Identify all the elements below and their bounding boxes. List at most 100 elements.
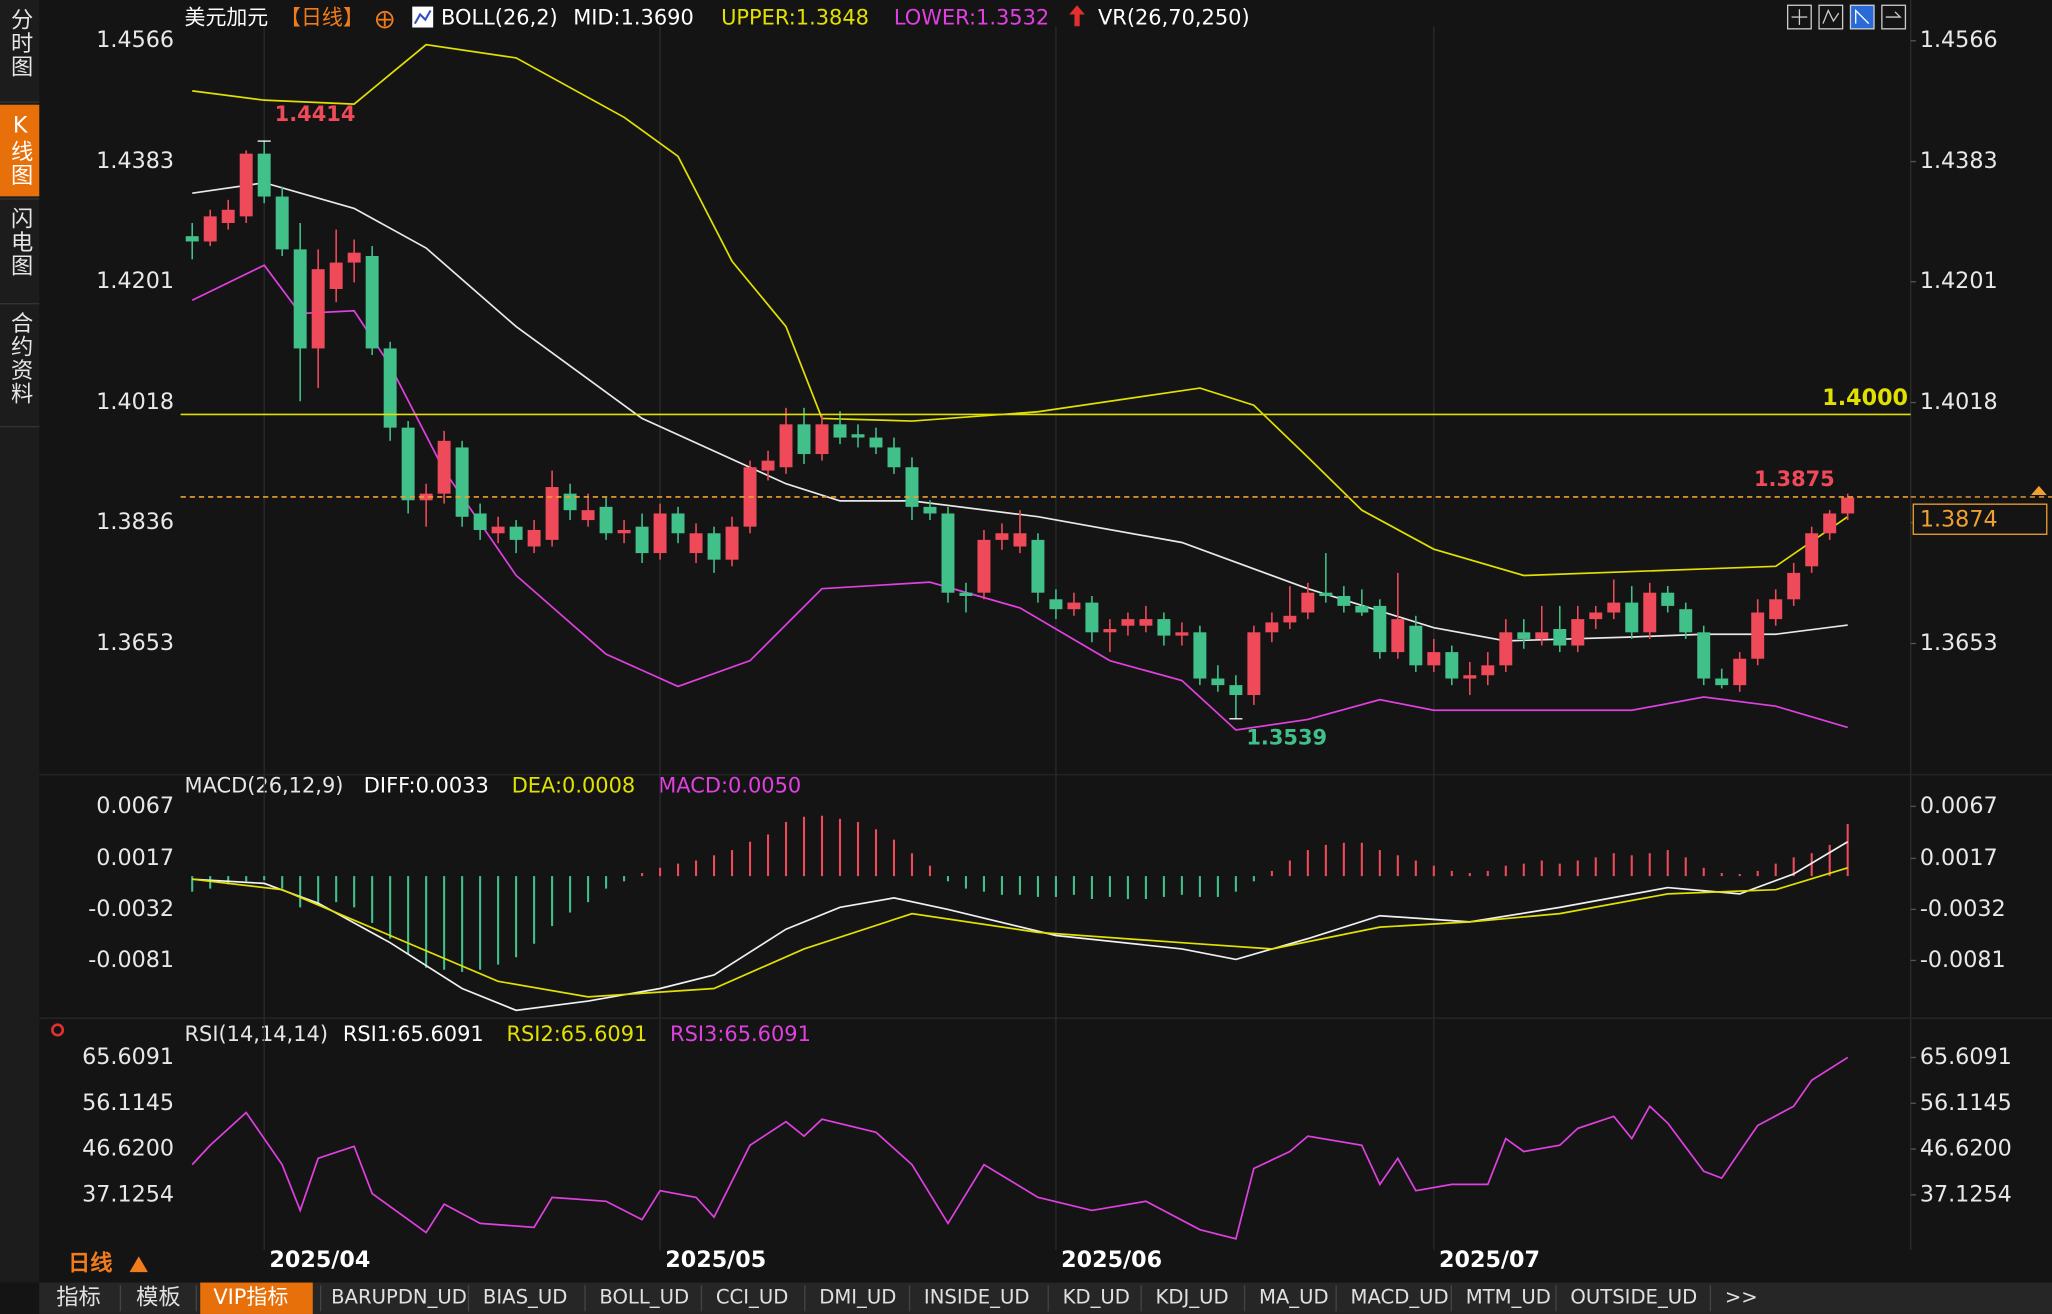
candle-body [905,467,919,507]
candle-body [239,153,253,217]
tab[interactable]: VIP指标 [213,1285,288,1309]
y-tick-label: 0.0017 [1920,845,1998,871]
period-label: 【日线】 [280,5,364,29]
add-icon[interactable] [375,10,394,29]
tool-icon[interactable] [1786,4,1812,30]
tool-icon[interactable] [1881,4,1907,30]
tab[interactable]: >> [1725,1286,1758,1309]
tab[interactable]: MTM_UD [1466,1286,1551,1309]
indicator-line [192,43,1849,577]
legend-entry: RSI1:65.6091 [343,1022,484,1046]
legend-entry: DEA:0.0008 [512,774,636,798]
candle-body [347,252,361,263]
tab[interactable]: MACD_UD [1351,1286,1449,1309]
y-tick-label: 1.4383 [1920,148,1998,174]
tab[interactable]: BARUPDN_UD [331,1286,467,1309]
sidebar-tab[interactable]: 合约资料 [7,311,33,406]
candle-body [635,526,649,554]
tab-active [200,1282,313,1314]
x-tick-label: 2025/06 [1061,1247,1162,1273]
candle-body [1175,632,1189,636]
candle-body [1085,602,1099,633]
indicator-icon [413,9,432,25]
candle-body [1229,685,1243,696]
candle-body [383,348,397,428]
candle-body [797,424,811,455]
candle-body [653,513,667,554]
y-tick-label: 1.4018 [1920,389,1998,415]
y-tick-label: -0.0081 [88,947,174,973]
indicator-line [192,867,1848,998]
candle-body [545,487,559,540]
tool-icon [1885,11,1902,18]
candle-body [707,533,721,560]
period-selector[interactable]: 日线 [68,1250,112,1277]
candle-body [275,196,289,250]
x-tick-label: 2025/04 [269,1247,370,1273]
indicator-line [192,841,1849,1012]
tool-icon [1855,8,1870,25]
tab[interactable]: 指标 [56,1285,100,1311]
tab[interactable]: KD_UD [1063,1286,1130,1309]
y-tick-label: 1.4201 [96,268,174,294]
y-tick-label: -0.0081 [1920,947,2006,973]
candle-body [1337,595,1351,606]
candle-body [1823,513,1837,534]
candle-body [1013,533,1027,547]
legend-entry: DIFF:0.0033 [364,774,489,798]
candle-body [455,447,469,517]
y-tick-label: 46.6200 [1920,1136,2012,1162]
candle-body [1049,599,1063,610]
sidebar [0,0,40,1283]
x-tick-label: 2025/05 [665,1247,766,1273]
candle-body [527,529,541,547]
tab[interactable]: BIAS_UD [483,1286,567,1309]
tab[interactable]: CCI_UD [716,1286,788,1309]
candle-body [1787,572,1801,600]
y-tick-label: 1.4201 [1920,268,1998,294]
tab[interactable]: BOLL_UD [599,1286,689,1309]
candle-body [851,434,865,438]
indicator-line [191,1056,1849,1240]
sidebar-tab[interactable]: K线图 [7,113,33,187]
tool-icon[interactable] [1818,4,1844,30]
candle-body [671,513,685,534]
sidebar-tab[interactable]: 闪电图 [7,206,33,277]
candle-body [923,506,937,514]
candle-body [1211,678,1225,686]
tab[interactable]: INSIDE_UD [924,1286,1030,1309]
legend-entry: MACD:0.0050 [658,774,801,798]
candle-body [329,262,343,289]
candle-body [761,460,775,471]
candle-body [1751,612,1765,659]
candle-body [185,236,199,242]
y-tick-label: 56.1145 [82,1090,174,1116]
y-tick-label: 1.4566 [96,27,174,53]
tab[interactable]: DMI_UD [819,1286,896,1309]
candle-body [1679,609,1693,633]
candle-body [1553,629,1567,646]
y-tick-label: 56.1145 [1920,1090,2012,1116]
candle-body [1445,652,1459,679]
candle-body [1265,622,1279,633]
last-price-marker [2031,485,2047,496]
tab[interactable]: OUTSIDE_UD [1570,1286,1697,1309]
candle-body [401,427,415,501]
candle-body [1103,629,1117,633]
tool-icon [1822,8,1840,24]
candle-body [1355,605,1369,613]
tab-bar [39,1282,2052,1314]
candle-body [1499,632,1513,666]
sidebar-tab[interactable]: 分时图 [7,7,33,78]
tab[interactable]: KDJ_UD [1156,1286,1229,1309]
tab[interactable]: 模板 [136,1285,180,1311]
legend-entry: UPPER:1.3848 [721,5,869,29]
y-tick-label: 1.3836 [96,509,174,535]
candle-body [1697,632,1711,679]
candle-body [1607,602,1621,613]
legend-entry: MID:1.3690 [573,5,694,29]
y-tick-label: 65.6091 [1920,1044,2012,1070]
y-tick-label: 1.4383 [96,148,174,174]
tab[interactable]: MA_UD [1259,1286,1329,1309]
settings-icon[interactable] [51,1023,65,1037]
